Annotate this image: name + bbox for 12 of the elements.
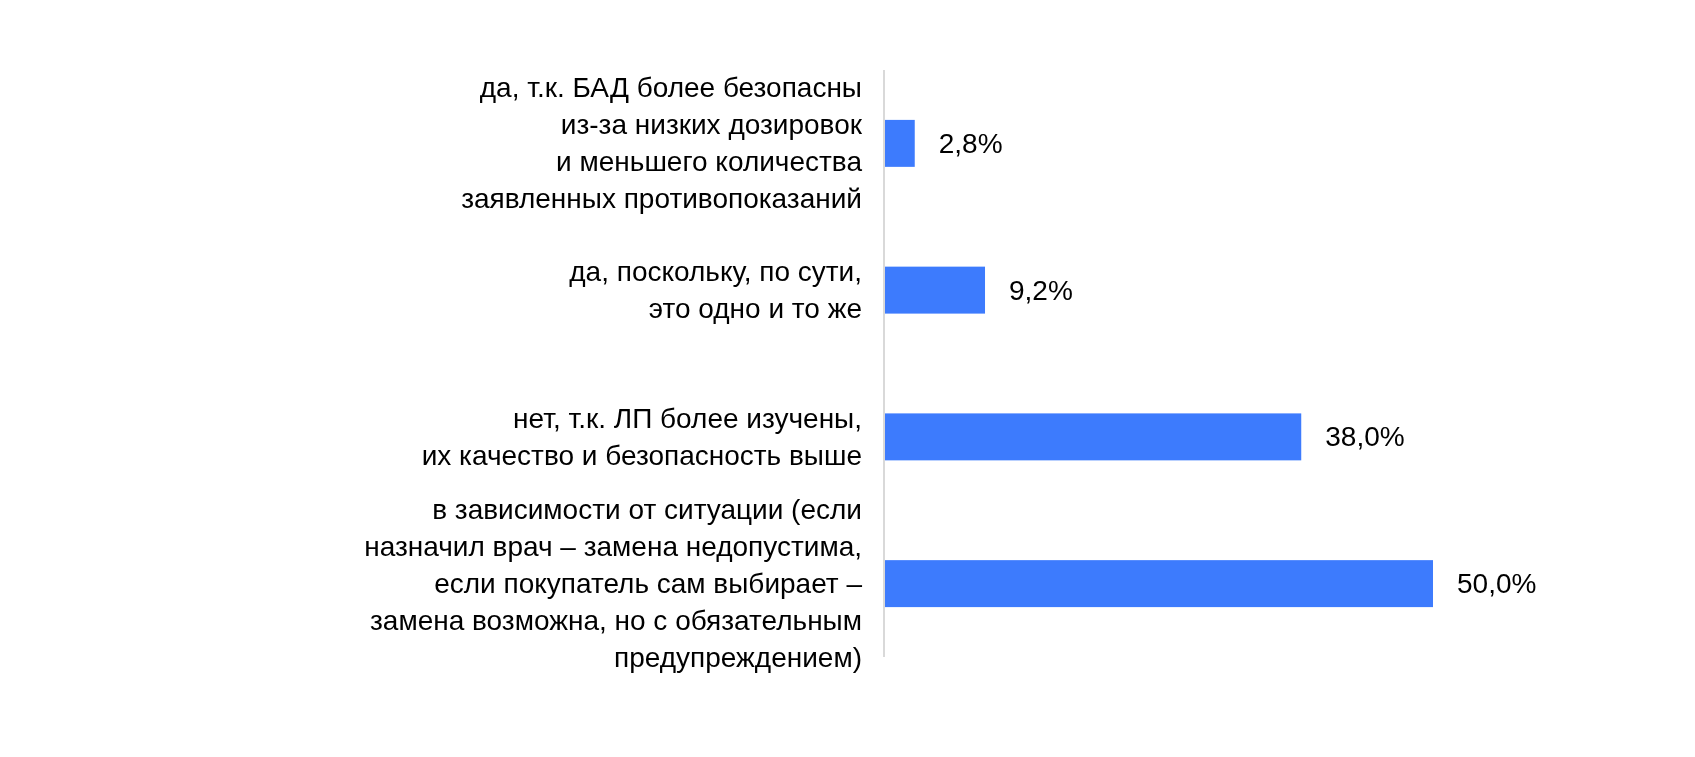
bar (884, 119, 915, 167)
y-tick-label: нет, т.к. ЛП более изучены, их качество и безопасность выше (421, 402, 862, 471)
bar (884, 560, 1433, 608)
y-tick-label: да, т.к. БАД более безопасны из-за низких дозировок и меньшего количества заявленных противопоказаний (461, 72, 863, 215)
y-tick-label: да, поскольку, по сути, это одно и то же (569, 256, 862, 325)
data-label: 38,0% (1325, 421, 1405, 453)
data-label: 50,0% (1457, 568, 1537, 600)
bar (884, 413, 1302, 461)
y-tick-label: в зависимости от ситуации (если назначил врач – замена недопустима, если покупатель сам выбирает – замена возможна, но с обязательным предупреждением) (364, 494, 863, 674)
data-label: 2,8% (938, 127, 1003, 159)
data-label: 9,2% (1009, 274, 1073, 306)
bar (884, 266, 986, 314)
